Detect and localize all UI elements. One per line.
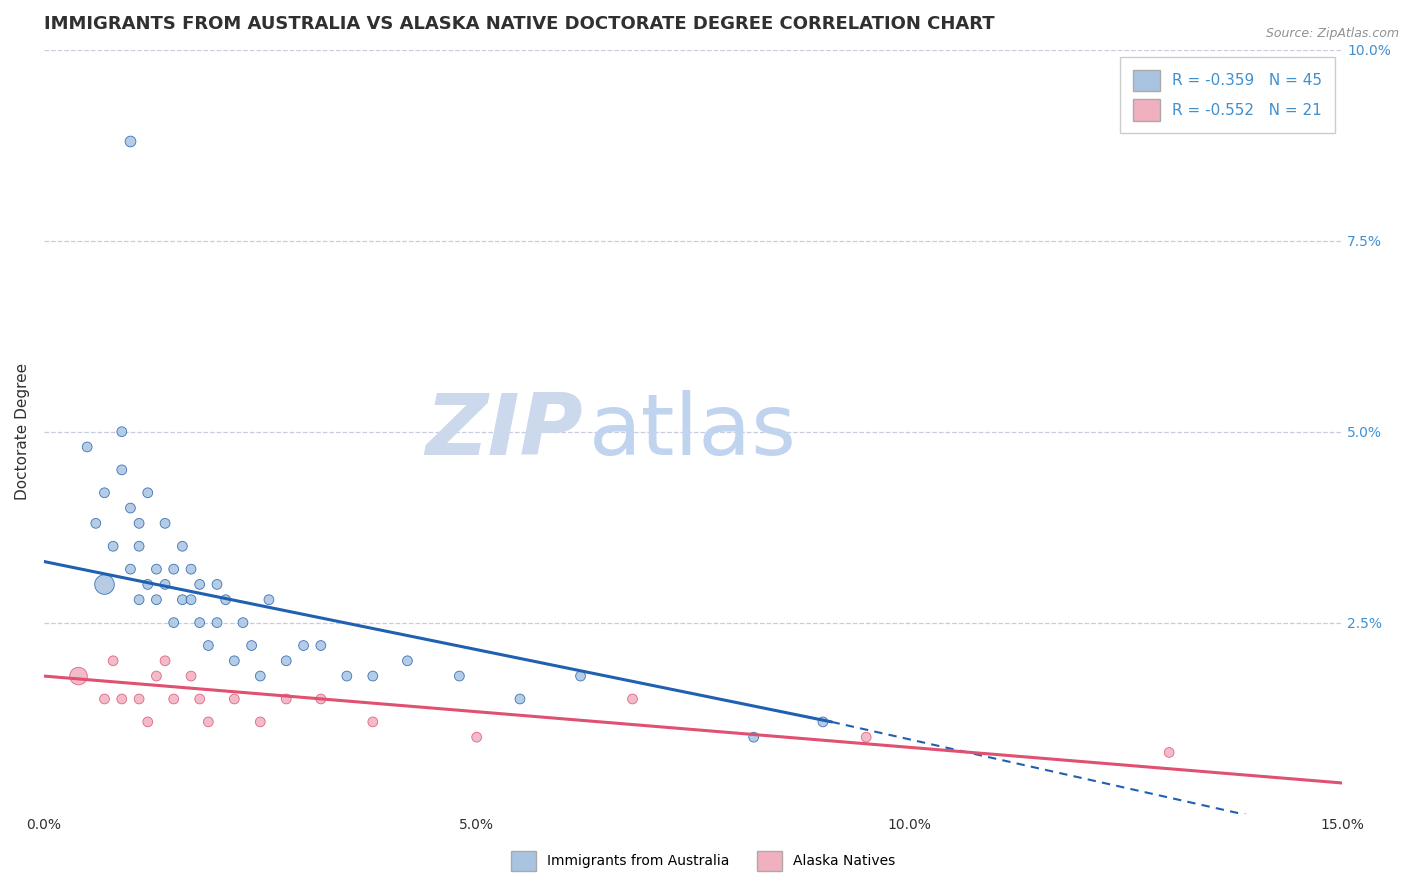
- Point: [128, 539, 150, 553]
- Point: [136, 485, 159, 500]
- Point: [197, 639, 219, 653]
- Point: [180, 562, 202, 576]
- Point: [128, 592, 150, 607]
- Point: [120, 135, 142, 149]
- Point: [136, 714, 159, 729]
- Point: [855, 730, 877, 744]
- Point: [742, 730, 765, 744]
- Point: [205, 577, 228, 591]
- Point: [396, 654, 419, 668]
- Point: [93, 485, 115, 500]
- Point: [128, 692, 150, 706]
- Text: Source: ZipAtlas.com: Source: ZipAtlas.com: [1265, 27, 1399, 40]
- Point: [465, 730, 488, 744]
- Point: [214, 592, 236, 607]
- Point: [197, 714, 219, 729]
- Point: [188, 577, 211, 591]
- Point: [145, 592, 167, 607]
- Point: [224, 692, 246, 706]
- Point: [188, 615, 211, 630]
- Point: [276, 654, 298, 668]
- Point: [76, 440, 98, 454]
- Point: [232, 615, 254, 630]
- Point: [249, 669, 271, 683]
- Point: [145, 562, 167, 576]
- Text: ZIP: ZIP: [425, 390, 582, 473]
- Point: [292, 639, 315, 653]
- Point: [101, 539, 124, 553]
- Text: atlas: atlas: [589, 390, 797, 473]
- Point: [120, 501, 142, 516]
- Point: [101, 654, 124, 668]
- Point: [257, 592, 280, 607]
- Legend: Immigrants from Australia, Alaska Natives: Immigrants from Australia, Alaska Native…: [505, 846, 901, 876]
- Point: [361, 714, 384, 729]
- Point: [111, 692, 134, 706]
- Point: [153, 577, 176, 591]
- Point: [811, 714, 834, 729]
- Point: [621, 692, 644, 706]
- Point: [120, 562, 142, 576]
- Point: [449, 669, 471, 683]
- Point: [309, 639, 332, 653]
- Point: [163, 615, 186, 630]
- Point: [309, 692, 332, 706]
- Point: [145, 669, 167, 683]
- Point: [205, 615, 228, 630]
- Point: [249, 714, 271, 729]
- Point: [153, 654, 176, 668]
- Point: [163, 692, 186, 706]
- Point: [111, 463, 134, 477]
- Point: [1159, 746, 1181, 760]
- Point: [240, 639, 263, 653]
- Point: [84, 516, 107, 531]
- Point: [128, 516, 150, 531]
- Point: [153, 516, 176, 531]
- Point: [276, 692, 298, 706]
- Y-axis label: Doctorate Degree: Doctorate Degree: [15, 363, 30, 500]
- Point: [172, 592, 194, 607]
- Point: [67, 669, 90, 683]
- Point: [180, 669, 202, 683]
- Point: [569, 669, 592, 683]
- Point: [336, 669, 359, 683]
- Point: [93, 692, 115, 706]
- Point: [180, 592, 202, 607]
- Legend: R = -0.359   N = 45, R = -0.552   N = 21: R = -0.359 N = 45, R = -0.552 N = 21: [1121, 57, 1334, 133]
- Point: [136, 577, 159, 591]
- Point: [509, 692, 531, 706]
- Point: [172, 539, 194, 553]
- Point: [361, 669, 384, 683]
- Point: [188, 692, 211, 706]
- Point: [93, 577, 115, 591]
- Point: [111, 425, 134, 439]
- Text: IMMIGRANTS FROM AUSTRALIA VS ALASKA NATIVE DOCTORATE DEGREE CORRELATION CHART: IMMIGRANTS FROM AUSTRALIA VS ALASKA NATI…: [44, 15, 994, 33]
- Point: [224, 654, 246, 668]
- Point: [163, 562, 186, 576]
